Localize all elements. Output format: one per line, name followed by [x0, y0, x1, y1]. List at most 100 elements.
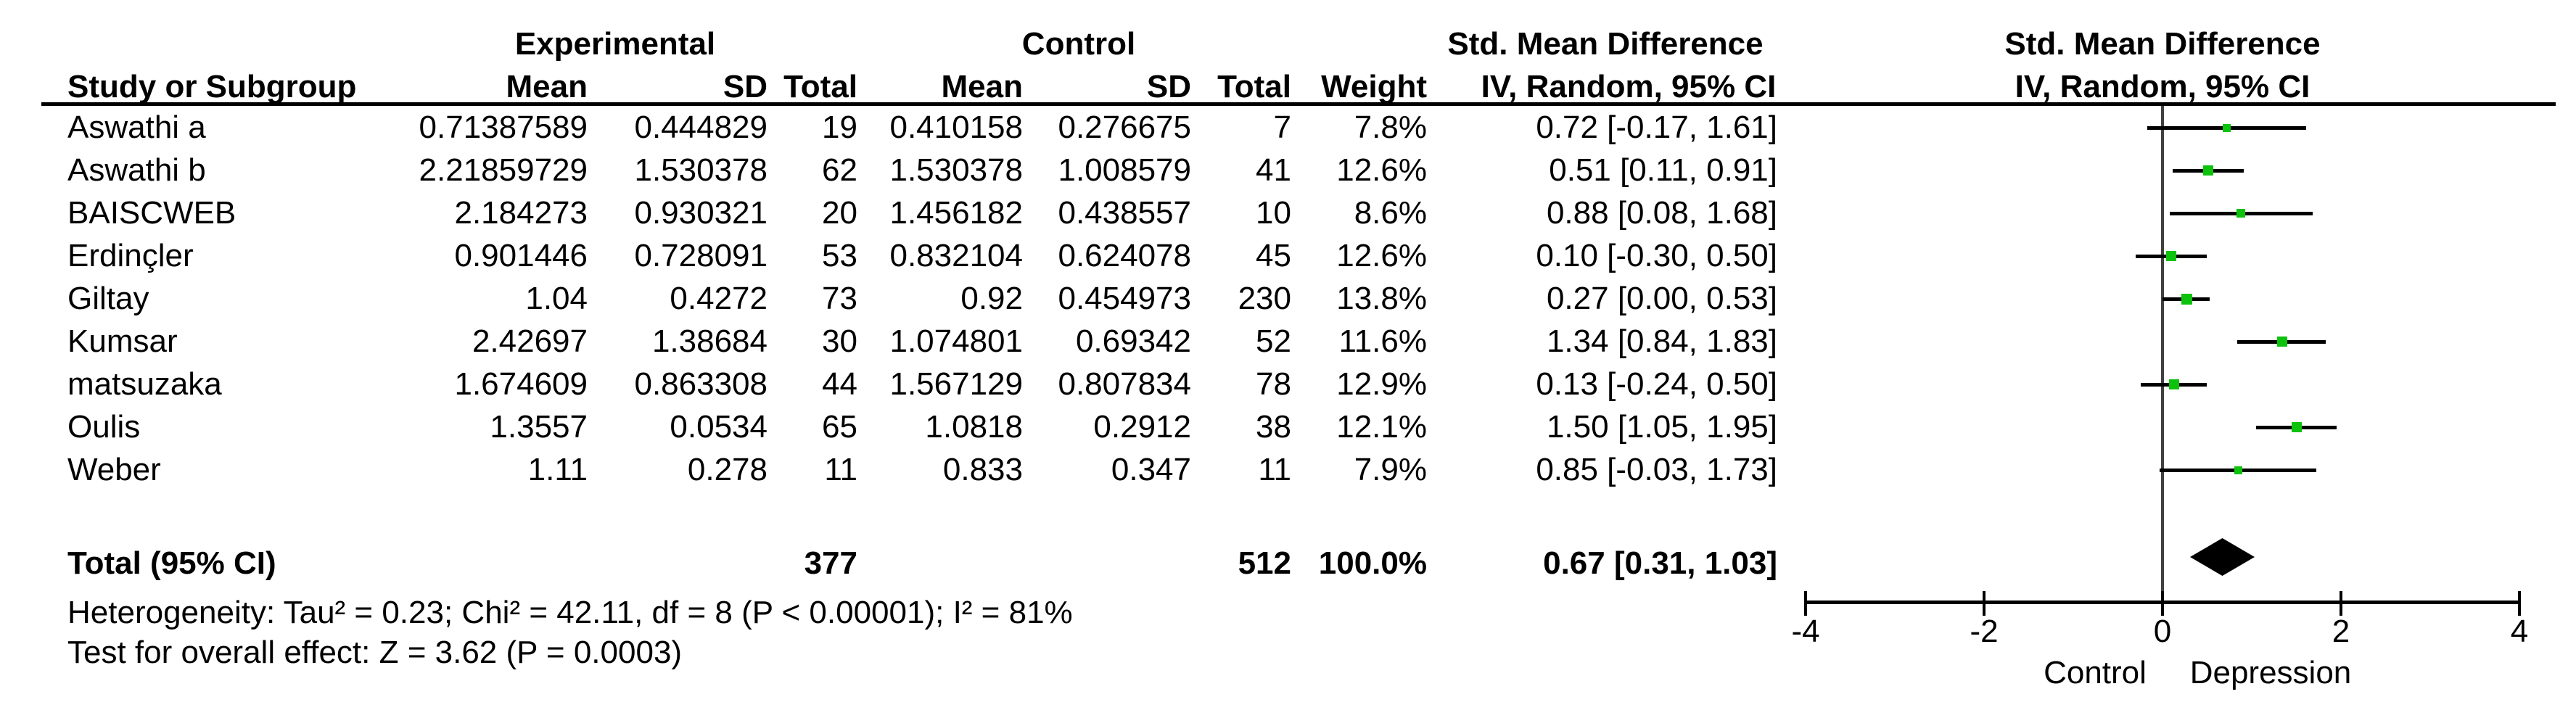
ctl-total-cell: 7 [1273, 110, 1291, 145]
ci-text-cell: 1.34 [0.84, 1.83] [1546, 323, 1777, 359]
axis-tick [1804, 591, 1807, 616]
effect-square [2203, 165, 2213, 176]
weight-cell: 11.6% [1338, 323, 1428, 359]
ctl-mean-cell: 0.832104 [889, 238, 1023, 273]
ctl-mean-cell: 1.567129 [889, 366, 1023, 402]
column-header-weight: Weight [1321, 69, 1427, 104]
exp-total-cell: 53 [822, 238, 857, 273]
ci-text-cell: 0.88 [0.08, 1.68] [1546, 195, 1777, 231]
effect-square [2277, 337, 2287, 347]
ctl-total-cell: 10 [1256, 195, 1291, 231]
axis-left-label: Control [2044, 655, 2147, 690]
axis-tick [2518, 591, 2521, 616]
exp-total-cell: 62 [822, 152, 857, 188]
ctl-sd-cell: 0.807834 [1058, 366, 1191, 402]
axis-tick [1983, 591, 1986, 616]
exp-total-cell: 44 [822, 366, 857, 402]
effect-square [2292, 422, 2302, 432]
axis-tick-label: -2 [1970, 614, 1999, 649]
column-header-iv-plot: IV, Random, 95% CI [2015, 69, 2310, 104]
weight-cell: 13.8% [1336, 281, 1427, 316]
exp-mean-cell: 0.71387589 [419, 110, 588, 145]
column-header-exp-mean: Mean [506, 69, 588, 104]
ctl-sd-cell: 0.69342 [1075, 323, 1191, 359]
study-name-cell: Kumsar [67, 323, 178, 359]
exp-sd-cell: 0.278 [687, 452, 768, 487]
axis-tick [2161, 591, 2164, 616]
header-rule [41, 102, 2556, 106]
ctl-total-cell: 45 [1256, 238, 1291, 273]
exp-mean-cell: 1.674609 [454, 366, 588, 402]
exp-total-cell: 65 [822, 409, 857, 445]
exp-total-cell: 19 [822, 110, 857, 145]
effect-square [2166, 251, 2176, 261]
study-name-cell: Aswathi b [67, 152, 206, 188]
exp-mean-cell: 1.3557 [490, 409, 588, 445]
ci-text-cell: 0.72 [-0.17, 1.61] [1536, 110, 1777, 145]
study-name-cell: Giltay [67, 281, 149, 316]
ctl-sd-cell: 0.276675 [1058, 110, 1191, 145]
exp-sd-cell: 0.444829 [634, 110, 768, 145]
study-name-cell: Aswathi a [67, 110, 206, 145]
study-name-cell: matsuzaka [67, 366, 222, 402]
weight-cell: 12.9% [1336, 366, 1427, 402]
group-header-smd-text: Std. Mean Difference [1447, 26, 1764, 62]
ctl-mean-cell: 0.833 [942, 452, 1023, 487]
ctl-total-cell: 78 [1256, 366, 1291, 402]
column-header-iv-text: IV, Random, 95% CI [1481, 69, 1777, 104]
total-ci-text: 0.67 [0.31, 1.03] [1543, 545, 1777, 581]
exp-sd-cell: 0.930321 [634, 195, 768, 231]
exp-mean-cell: 2.42697 [472, 323, 588, 359]
ctl-total-cell: 230 [1238, 281, 1291, 316]
exp-total-cell: 20 [822, 195, 857, 231]
effect-square [2234, 466, 2242, 474]
ctl-total-cell: 11 [1258, 452, 1291, 487]
effect-square [2223, 124, 2231, 132]
exp-total-cell: 73 [822, 281, 857, 316]
weight-cell: 12.6% [1336, 152, 1427, 188]
ctl-sd-cell: 0.438557 [1058, 195, 1191, 231]
heterogeneity-text: Heterogeneity: Tau² = 0.23; Chi² = 42.11… [67, 595, 1073, 630]
ctl-sd-cell: 0.347 [1111, 452, 1191, 487]
weight-cell: 12.1% [1336, 409, 1427, 445]
exp-sd-cell: 0.0534 [670, 409, 768, 445]
exp-sd-cell: 0.863308 [634, 366, 768, 402]
ctl-mean-cell: 0.410158 [889, 110, 1023, 145]
ci-text-cell: 0.10 [-0.30, 0.50] [1536, 238, 1777, 273]
ctl-sd-cell: 1.008579 [1058, 152, 1191, 188]
study-name-cell: Erdinçler [67, 238, 194, 273]
axis-right-label: Depression [2189, 655, 2352, 690]
exp-mean-cell: 0.901446 [454, 238, 588, 273]
ctl-sd-cell: 0.624078 [1058, 238, 1191, 273]
group-header-experimental: Experimental [514, 26, 716, 62]
axis-tick-label: 0 [2153, 614, 2172, 649]
ctl-total-cell: 41 [1256, 152, 1291, 188]
axis-tick-label: 2 [2332, 614, 2350, 649]
effect-square [2236, 209, 2245, 218]
ctl-sd-cell: 0.2912 [1093, 409, 1191, 445]
ctl-sd-cell: 0.454973 [1058, 281, 1191, 316]
ctl-total-cell: 38 [1256, 409, 1291, 445]
weight-cell: 12.6% [1336, 238, 1427, 273]
exp-sd-cell: 0.4272 [670, 281, 768, 316]
ci-text-cell: 0.51 [0.11, 0.91] [1549, 152, 1777, 188]
weight-cell: 7.9% [1354, 452, 1427, 487]
ci-text-cell: 0.13 [-0.24, 0.50] [1536, 366, 1777, 402]
study-name-cell: Weber [67, 452, 161, 487]
ctl-mean-cell: 1.0818 [925, 409, 1023, 445]
ctl-mean-cell: 1.074801 [889, 323, 1023, 359]
ci-text-cell: 1.50 [1.05, 1.95] [1546, 409, 1777, 445]
weight-cell: 7.8% [1354, 110, 1427, 145]
zero-line [2161, 106, 2164, 601]
exp-mean-cell: 1.11 [527, 452, 588, 487]
ci-text-cell: 0.27 [0.00, 0.53] [1546, 281, 1777, 316]
exp-sd-cell: 1.38684 [651, 323, 768, 359]
exp-mean-cell: 1.04 [525, 281, 588, 316]
column-header-ctl-mean: Mean [941, 69, 1023, 104]
total-exp-n: 377 [804, 545, 857, 581]
exp-mean-cell: 2.184273 [454, 195, 588, 231]
exp-total-cell: 30 [822, 323, 857, 359]
total-ctl-n: 512 [1238, 545, 1291, 581]
total-label: Total (95% CI) [67, 545, 276, 581]
